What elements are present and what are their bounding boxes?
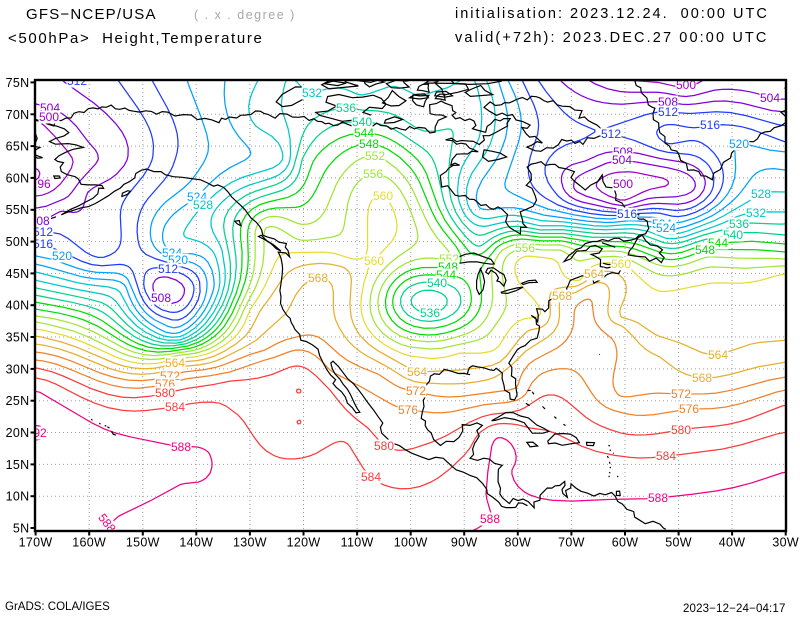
svg-text:564: 564 — [584, 267, 604, 281]
svg-text:516: 516 — [700, 118, 720, 132]
svg-text:568: 568 — [692, 371, 712, 385]
svg-text:75N: 75N — [6, 76, 30, 90]
svg-text:500: 500 — [39, 110, 59, 124]
svg-text:580: 580 — [671, 423, 691, 437]
svg-text:60W: 60W — [612, 536, 639, 550]
svg-text:536: 536 — [729, 217, 749, 231]
svg-text:560: 560 — [364, 254, 384, 268]
svg-text:80W: 80W — [504, 536, 531, 550]
svg-text:35N: 35N — [6, 331, 30, 345]
svg-text:532: 532 — [746, 206, 766, 220]
svg-text:08: 08 — [36, 214, 50, 228]
svg-text:40W: 40W — [719, 536, 746, 550]
svg-text:516: 516 — [33, 237, 53, 251]
svg-text:55N: 55N — [6, 203, 30, 217]
svg-text:50W: 50W — [665, 536, 692, 550]
svg-text:96: 96 — [37, 177, 51, 191]
svg-text:556: 556 — [515, 241, 535, 255]
svg-text:568: 568 — [308, 271, 328, 285]
svg-text:568: 568 — [552, 289, 572, 303]
svg-text:588: 588 — [171, 440, 191, 454]
svg-text:10N: 10N — [6, 490, 30, 504]
svg-text:576: 576 — [398, 403, 418, 417]
svg-text:140W: 140W — [179, 536, 213, 550]
svg-text:584: 584 — [656, 449, 676, 463]
svg-text:512: 512 — [601, 127, 621, 141]
svg-text:528: 528 — [193, 198, 213, 212]
svg-text:150W: 150W — [126, 536, 160, 550]
svg-text:508: 508 — [151, 291, 171, 305]
svg-text:588: 588 — [480, 512, 500, 526]
svg-text:120W: 120W — [287, 536, 321, 550]
svg-text:512: 512 — [158, 262, 178, 276]
svg-text:50N: 50N — [6, 235, 30, 249]
svg-text:520: 520 — [729, 137, 749, 151]
svg-text:130W: 130W — [233, 536, 267, 550]
svg-text:560: 560 — [611, 257, 631, 271]
svg-text:512: 512 — [33, 225, 53, 239]
svg-text:30W: 30W — [772, 536, 799, 550]
svg-text:556: 556 — [363, 167, 383, 181]
svg-text:564: 564 — [165, 356, 185, 370]
svg-text:564: 564 — [407, 365, 427, 379]
svg-text:15N: 15N — [6, 458, 30, 472]
svg-text:536: 536 — [336, 101, 356, 115]
svg-text:512: 512 — [67, 74, 87, 88]
svg-text:564: 564 — [708, 348, 728, 362]
svg-text:500: 500 — [613, 177, 633, 191]
svg-text:65N: 65N — [6, 140, 30, 154]
svg-text:560: 560 — [373, 189, 393, 203]
svg-text:548: 548 — [359, 137, 379, 151]
svg-text:588: 588 — [648, 491, 668, 505]
svg-text:100W: 100W — [394, 536, 428, 550]
svg-text:70N: 70N — [6, 108, 30, 122]
svg-text:25N: 25N — [6, 394, 30, 408]
svg-text:60N: 60N — [6, 171, 30, 185]
svg-text:540: 540 — [427, 276, 447, 290]
svg-text:548: 548 — [695, 243, 715, 257]
svg-text:572: 572 — [406, 384, 426, 398]
svg-text:580: 580 — [374, 439, 394, 453]
svg-text:544: 544 — [354, 126, 374, 140]
svg-text:516: 516 — [617, 207, 637, 221]
svg-text:540: 540 — [352, 115, 372, 129]
svg-text:90W: 90W — [451, 536, 478, 550]
svg-text:512: 512 — [658, 105, 678, 119]
svg-text:528: 528 — [751, 187, 771, 201]
svg-text:30N: 30N — [6, 362, 30, 376]
svg-text:584: 584 — [361, 470, 381, 484]
svg-text:532: 532 — [302, 86, 322, 100]
svg-text:584: 584 — [165, 400, 185, 414]
svg-text:92: 92 — [33, 426, 47, 440]
svg-text:500: 500 — [676, 78, 696, 92]
svg-text:160W: 160W — [72, 536, 106, 550]
svg-text:504: 504 — [760, 91, 780, 105]
svg-text:552: 552 — [365, 149, 385, 163]
svg-text:536: 536 — [420, 306, 440, 320]
svg-text:5N: 5N — [13, 522, 30, 536]
svg-text:170W: 170W — [19, 536, 53, 550]
svg-text:20N: 20N — [6, 426, 30, 440]
svg-text:40N: 40N — [6, 299, 30, 313]
svg-text:70W: 70W — [558, 536, 585, 550]
svg-text:45N: 45N — [6, 267, 30, 281]
svg-text:504: 504 — [612, 153, 632, 167]
svg-text:580: 580 — [155, 386, 175, 400]
svg-text:572: 572 — [671, 387, 691, 401]
svg-text:576: 576 — [679, 402, 699, 416]
svg-text:520: 520 — [52, 249, 72, 263]
svg-text:110W: 110W — [341, 536, 374, 550]
svg-text:524: 524 — [656, 221, 676, 235]
